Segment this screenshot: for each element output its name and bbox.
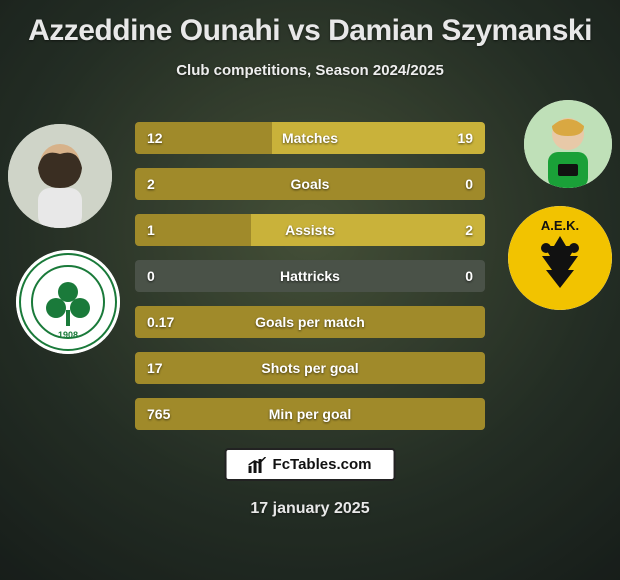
- stat-row: 20Goals: [135, 168, 485, 200]
- stat-value-right: 0: [465, 260, 473, 292]
- stat-value-left: 1: [147, 214, 155, 246]
- stat-rows: 1219Matches20Goals12Assists00Hattricks0.…: [135, 122, 485, 444]
- stat-label: Hattricks: [135, 260, 485, 292]
- page-title: Azzeddine Ounahi vs Damian Szymanski: [0, 14, 620, 48]
- stat-bar-left: [135, 398, 485, 430]
- stat-value-left: 12: [147, 122, 163, 154]
- stat-value-left: 0: [147, 260, 155, 292]
- stat-row: 12Assists: [135, 214, 485, 246]
- stat-value-left: 0.17: [147, 306, 174, 338]
- club-left-crest: 1908: [16, 250, 120, 354]
- stat-value-left: 17: [147, 352, 163, 384]
- stat-bar-left: [135, 352, 485, 384]
- stat-value-right: 2: [465, 214, 473, 246]
- club-right-crest: Α.Ε.Κ.: [508, 206, 612, 310]
- chart-icon: [249, 457, 267, 473]
- stat-row: 765Min per goal: [135, 398, 485, 430]
- site-logo-text: FcTables.com: [273, 456, 372, 473]
- subtitle: Club competitions, Season 2024/2025: [0, 62, 620, 79]
- svg-text:Α.Ε.Κ.: Α.Ε.Κ.: [541, 218, 579, 233]
- stat-value-right: 0: [465, 168, 473, 200]
- stat-value-right: 19: [457, 122, 473, 154]
- player-right-avatar: [524, 100, 612, 188]
- stat-value-left: 765: [147, 398, 170, 430]
- stat-bar-right: [251, 214, 486, 246]
- stat-row: 0 0Hattricks: [135, 260, 485, 292]
- stat-value-left: 2: [147, 168, 155, 200]
- stat-row: 17Shots per goal: [135, 352, 485, 384]
- stat-row: 0.17Goals per match: [135, 306, 485, 338]
- stat-bar-left: [135, 306, 485, 338]
- date-label: 17 january 2025: [0, 500, 620, 518]
- site-logo[interactable]: FcTables.com: [225, 448, 396, 481]
- svg-text:1908: 1908: [58, 330, 78, 340]
- stat-bar-right: [272, 122, 486, 154]
- player-left-avatar: [8, 124, 112, 228]
- stat-row: 1219Matches: [135, 122, 485, 154]
- stat-bar-left: [135, 168, 485, 200]
